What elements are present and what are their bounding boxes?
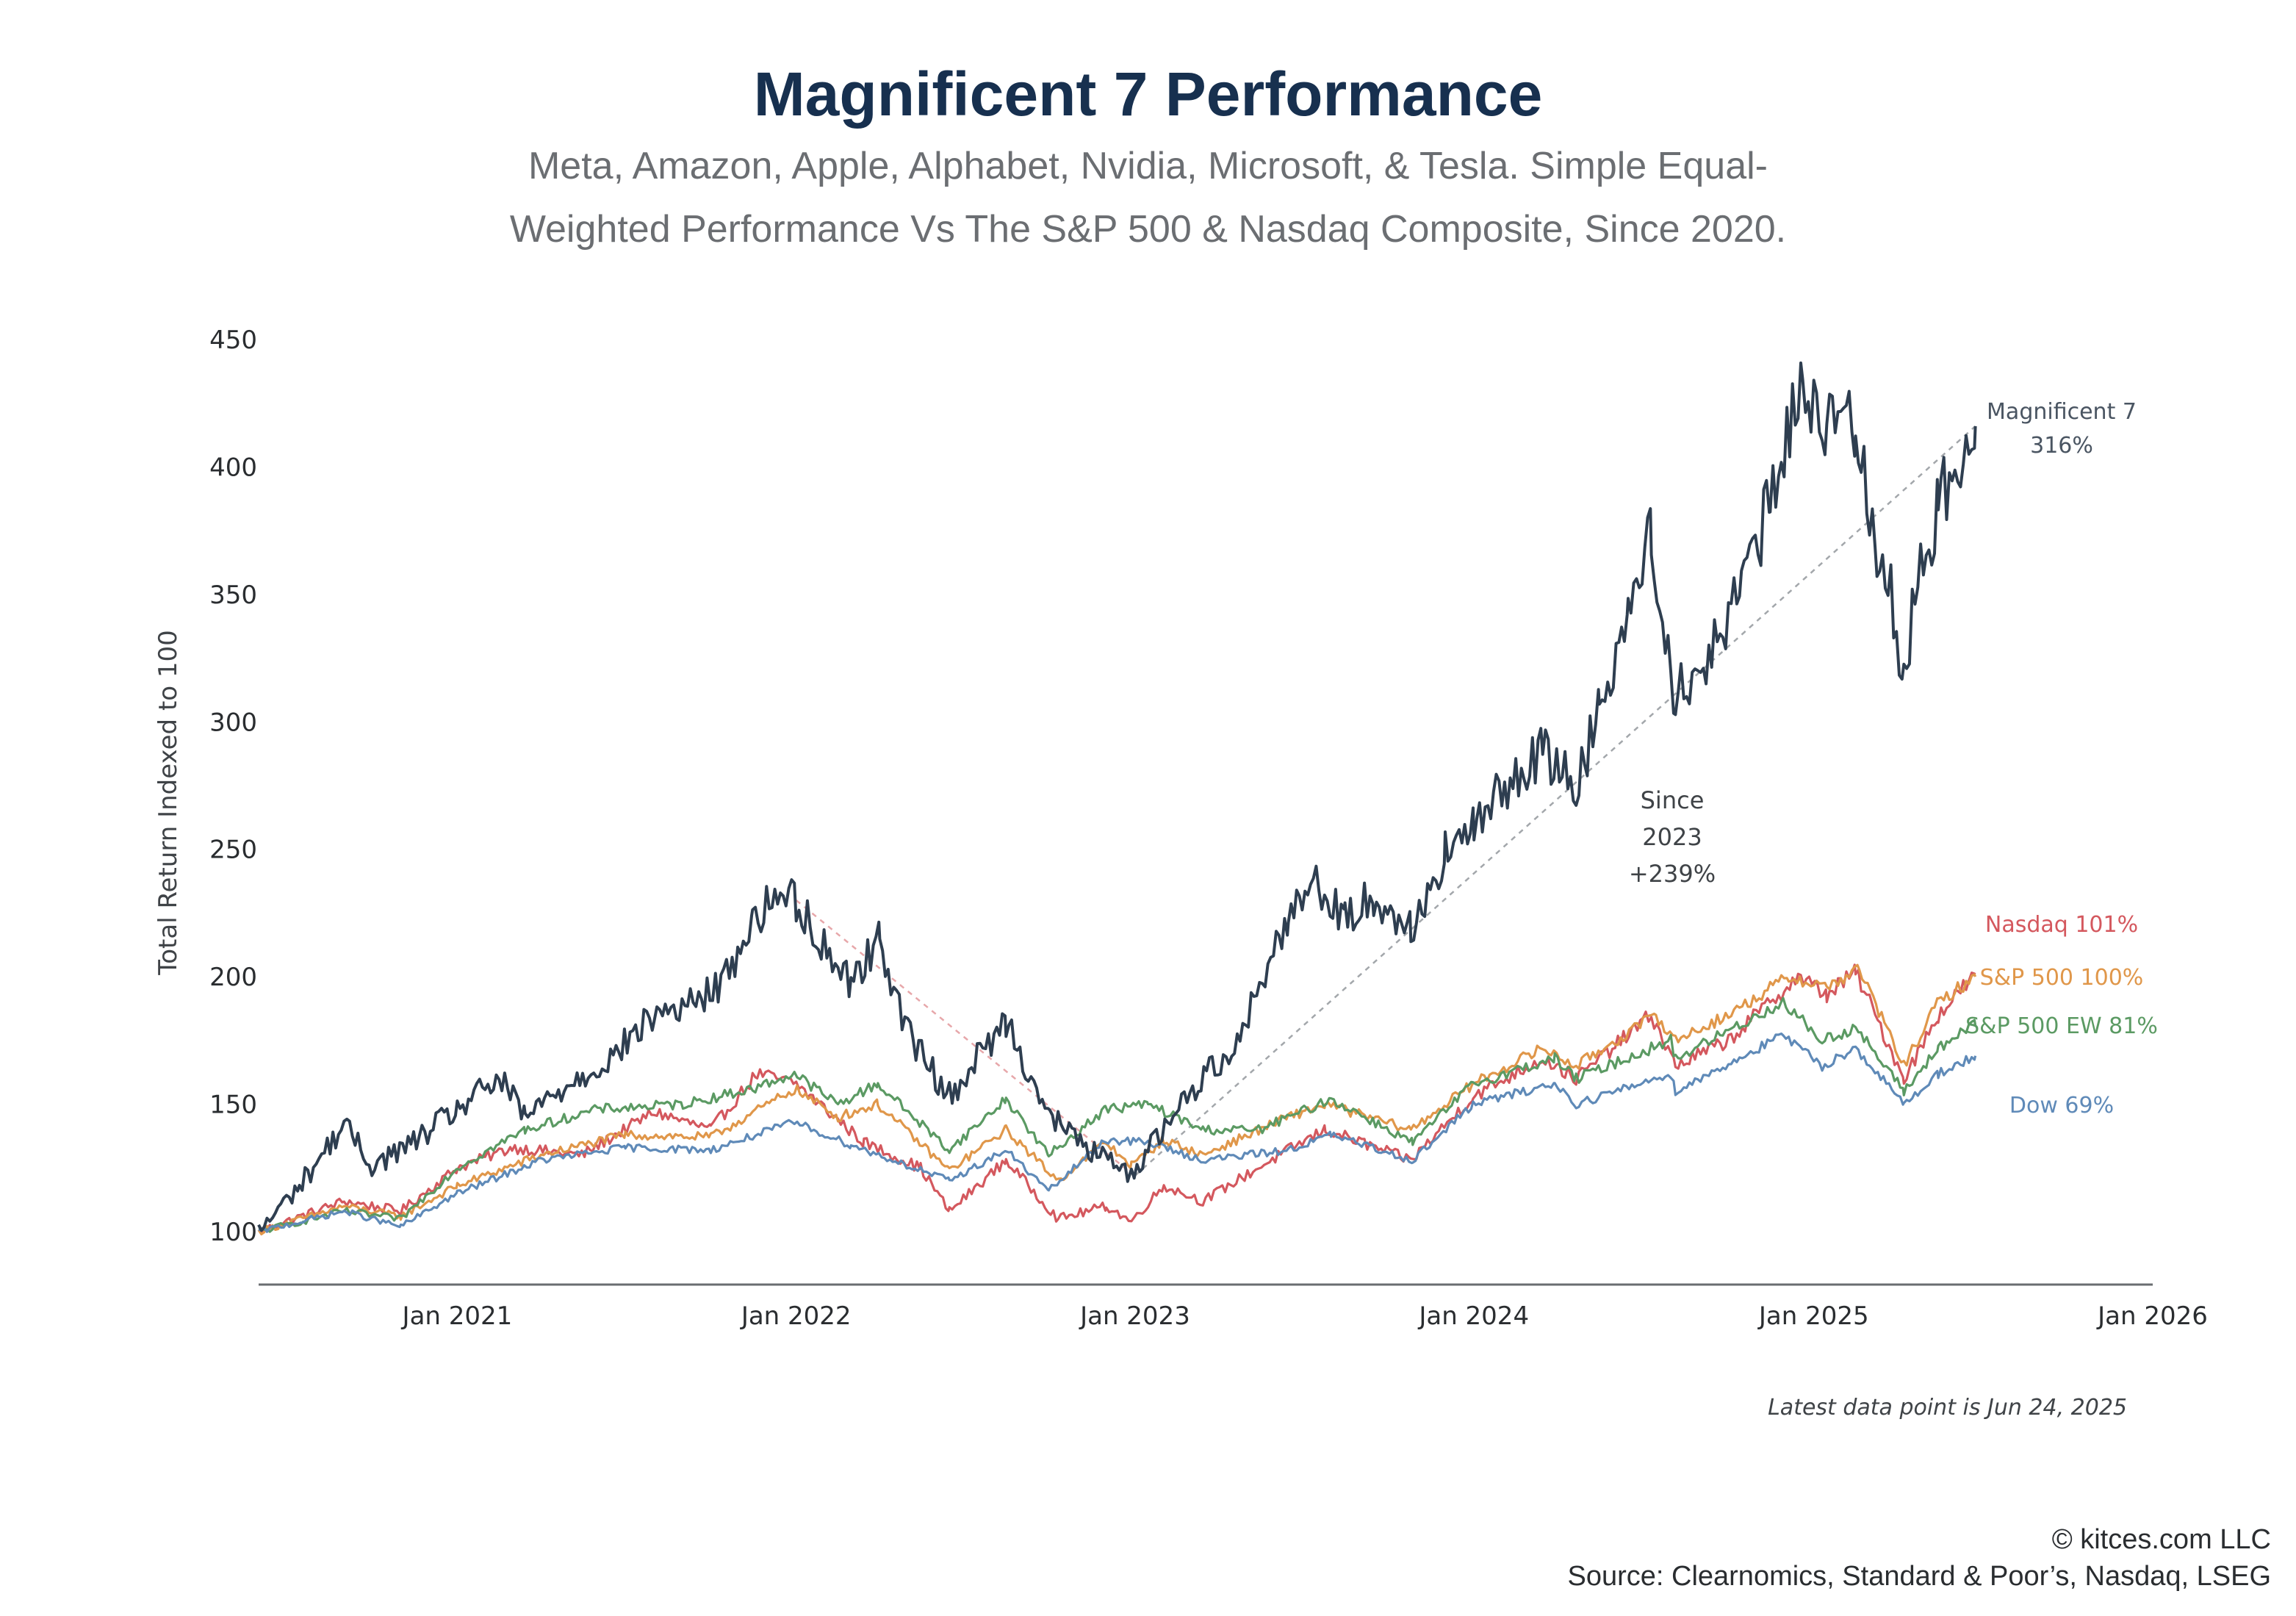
y-tick-label: 450 xyxy=(209,326,257,355)
x-tick-label: Jan 2021 xyxy=(401,1301,513,1331)
chart-subtitle-line-2: Weighted Performance Vs The S&P 500 & Na… xyxy=(509,208,1787,251)
x-tick-label: Jan 2024 xyxy=(1417,1301,1529,1331)
y-tick-label: 150 xyxy=(209,1091,257,1120)
since-2023-annotation: Since 2023 +239% xyxy=(1629,786,1716,888)
chart-title: Magnificent 7 Performance xyxy=(753,60,1543,129)
y-tick-label: 400 xyxy=(209,453,257,482)
x-tick-label: Jan 2026 xyxy=(2096,1301,2208,1331)
chart-subtitle-line-1: Meta, Amazon, Apple, Alphabet, Nvidia, M… xyxy=(528,145,1768,187)
end-label-magnificent-7: 316% xyxy=(2030,433,2093,459)
trend-line-2 xyxy=(795,899,1135,1177)
end-label-magnificent-7: Magnificent 7 xyxy=(1987,399,2137,425)
y-tick-label: 100 xyxy=(209,1218,257,1247)
trend-lines xyxy=(795,425,1976,1177)
trend-line-1 xyxy=(1134,425,1976,1177)
latest-data-footnote: Latest data point is Jun 24, 2025 xyxy=(1768,1395,2127,1421)
source-credit: Source: Clearnomics, Standard & Poor’s, … xyxy=(1567,1561,2271,1592)
series-line-sandp-500-ew xyxy=(258,996,1977,1233)
annotation-line: Since xyxy=(1641,786,1705,814)
y-axis-label: Total Return Indexed to 100 xyxy=(154,630,183,976)
annotation-line: 2023 xyxy=(1642,823,1702,851)
copyright-credit: © kitces.com LLC xyxy=(2051,1524,2271,1555)
y-tick-label: 250 xyxy=(209,836,257,865)
x-tick-label: Jan 2022 xyxy=(740,1301,852,1331)
end-label-sandp-500-ew: S&P 500 EW 81% xyxy=(1965,1013,2158,1039)
y-tick-label: 200 xyxy=(209,963,257,992)
series-lines xyxy=(257,361,1977,1236)
series-line-magnificent-7 xyxy=(257,361,1977,1232)
y-tick-label: 350 xyxy=(209,581,257,610)
x-tick-label: Jan 2023 xyxy=(1079,1301,1190,1331)
x-axis-tick-labels: Jan 2021 Jan 2022 Jan 2023 Jan 2024 Jan 2025… xyxy=(401,1301,2208,1331)
end-label-nasdaq: Nasdaq 101% xyxy=(1985,912,2138,938)
end-label-sandp-500: S&P 500 100% xyxy=(1980,965,2144,991)
series-end-labels: Magnificent 7 316% Nasdaq 101% S&P 500 100%… xyxy=(1965,399,2158,1118)
y-tick-label: 300 xyxy=(209,708,257,737)
series-line-dow xyxy=(258,1033,1977,1233)
y-axis-tick-labels: 100 150 200 250 300 350 400 450 xyxy=(209,326,257,1247)
end-label-dow: Dow 69% xyxy=(2009,1093,2114,1118)
annotation-line: +239% xyxy=(1629,860,1716,888)
series-line-sandp-500 xyxy=(257,963,1977,1236)
x-tick-label: Jan 2025 xyxy=(1757,1301,1869,1331)
series-line-nasdaq xyxy=(257,963,1976,1235)
